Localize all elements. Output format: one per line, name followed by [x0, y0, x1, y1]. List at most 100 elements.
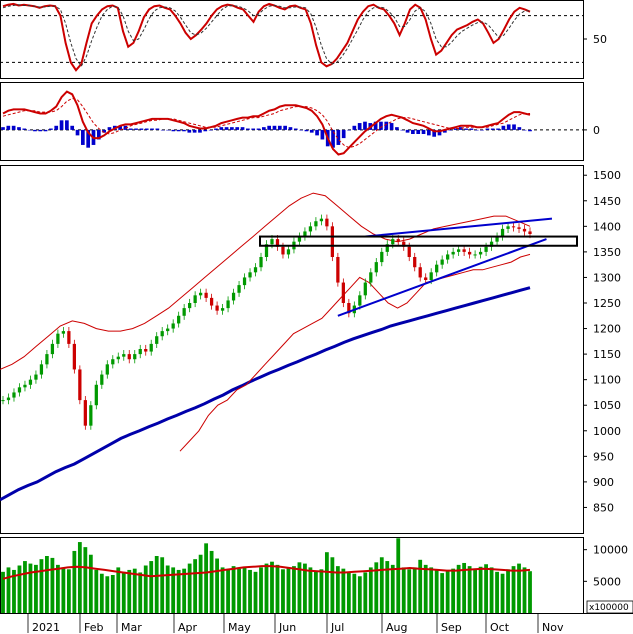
volume-bar	[209, 550, 214, 613]
volume-bar	[110, 575, 115, 613]
x-tick-label: Aug	[386, 621, 407, 634]
x-tick-label: Oct	[490, 621, 510, 634]
volume-bar	[237, 568, 241, 613]
macd-histogram-bar	[107, 127, 112, 130]
y-tick-label: 1450	[593, 195, 621, 208]
macd-histogram-bar	[187, 129, 192, 133]
candle-body	[177, 315, 181, 324]
macd-histogram-bar	[347, 129, 351, 131]
candle-body	[303, 231, 307, 237]
volume-bar	[143, 565, 148, 613]
macd-histogram-bar	[96, 129, 101, 140]
macd-histogram-bar	[214, 128, 218, 130]
y-tick-label: 1050	[593, 399, 621, 412]
volume-bar	[281, 569, 285, 613]
volume-bar	[352, 573, 357, 613]
macd-frame	[0, 82, 584, 161]
volume-bar	[160, 557, 165, 613]
macd-histogram-bar	[102, 129, 106, 133]
volume-bar	[528, 571, 532, 613]
volume-bar	[66, 569, 71, 613]
macd-histogram-bar	[166, 129, 170, 131]
macd-histogram-bar	[198, 129, 202, 133]
y-tick-label: 0	[593, 124, 600, 137]
volume-bar	[88, 554, 93, 613]
macd-histogram-bar	[224, 127, 229, 130]
macd-histogram-bar	[437, 129, 442, 136]
volume-bar	[335, 566, 340, 613]
macd-histogram-bar	[128, 128, 133, 130]
candle-body	[61, 331, 66, 334]
macd-histogram-bar	[49, 128, 53, 130]
macd-histogram-bar	[490, 128, 495, 130]
volume-bar	[215, 558, 219, 613]
candle-body	[396, 239, 400, 242]
volume-bar	[440, 573, 445, 613]
candle-body	[429, 272, 433, 280]
macd-histogram-bar	[155, 128, 160, 130]
x-tick-label: Jun	[278, 621, 296, 634]
bollinger-lower-band	[179, 253, 531, 452]
candle-body	[259, 257, 263, 268]
candle-body	[45, 354, 49, 365]
candle-body	[12, 392, 16, 398]
volume-bar	[363, 572, 368, 613]
volume-bar	[248, 569, 252, 613]
macd-histogram-bar	[432, 129, 437, 137]
macd-histogram-bar	[65, 120, 69, 130]
volume-bar	[23, 561, 27, 613]
x-tick-label: Mar	[121, 621, 142, 634]
volume-bar	[390, 564, 395, 613]
y-tick-label: 10000	[593, 544, 628, 557]
macd-histogram-bar	[38, 129, 43, 132]
volume-bar	[138, 572, 143, 613]
macd-histogram-bar	[357, 123, 362, 130]
bollinger-upper-band	[0, 192, 531, 370]
macd-histogram-bar	[33, 129, 37, 132]
candle-body	[242, 277, 247, 286]
candle-body	[418, 267, 422, 278]
y-tick-label: 900	[593, 476, 614, 489]
volume-moving-average	[2, 565, 531, 580]
macd-histogram-bar	[427, 129, 431, 136]
volume-unit-label: x100000	[589, 603, 629, 613]
candle-body	[50, 343, 55, 355]
macd-histogram-bar	[134, 128, 138, 130]
candle-body	[204, 292, 208, 298]
volume-bar	[308, 567, 313, 613]
macd-histogram-bar	[123, 125, 128, 130]
candle-body	[6, 397, 11, 401]
macd-histogram-bar	[118, 125, 122, 130]
volume-bar	[45, 556, 49, 613]
candle-body	[462, 249, 466, 252]
resistance-zone-box	[259, 235, 578, 247]
volume-bar	[1, 571, 5, 613]
y-tick-label: 50	[593, 33, 607, 46]
macd-histogram-bar	[43, 129, 48, 132]
candle-body	[220, 308, 225, 311]
macd-histogram-bar	[277, 125, 282, 130]
y-tick-label: 850	[593, 501, 614, 514]
candle-body	[374, 262, 378, 273]
macd-panel: 0	[0, 90, 600, 156]
macd-histogram-bar	[480, 129, 484, 131]
macd-histogram-bar	[182, 129, 186, 132]
candle-body	[100, 374, 104, 385]
macd-histogram-bar	[400, 129, 405, 131]
candle-body	[341, 282, 345, 303]
macd-histogram-bar	[373, 121, 378, 130]
candle-body	[89, 405, 93, 426]
macd-histogram-bar	[17, 127, 21, 130]
y-tick-label: 1400	[593, 220, 621, 233]
x-axis: 2021 Feb Mar Apr May Jun Jul Aug Sep Oct Nov	[27, 613, 564, 634]
volume-bar	[478, 566, 483, 613]
candle-body	[511, 226, 516, 228]
candle-body	[424, 277, 428, 280]
y-tick-label: 1350	[593, 246, 621, 259]
candle-body	[34, 374, 38, 380]
upper-trendline	[365, 217, 553, 238]
macd-histogram-bar	[512, 124, 516, 130]
volume-bar	[171, 567, 176, 613]
volume-bar	[12, 569, 16, 613]
